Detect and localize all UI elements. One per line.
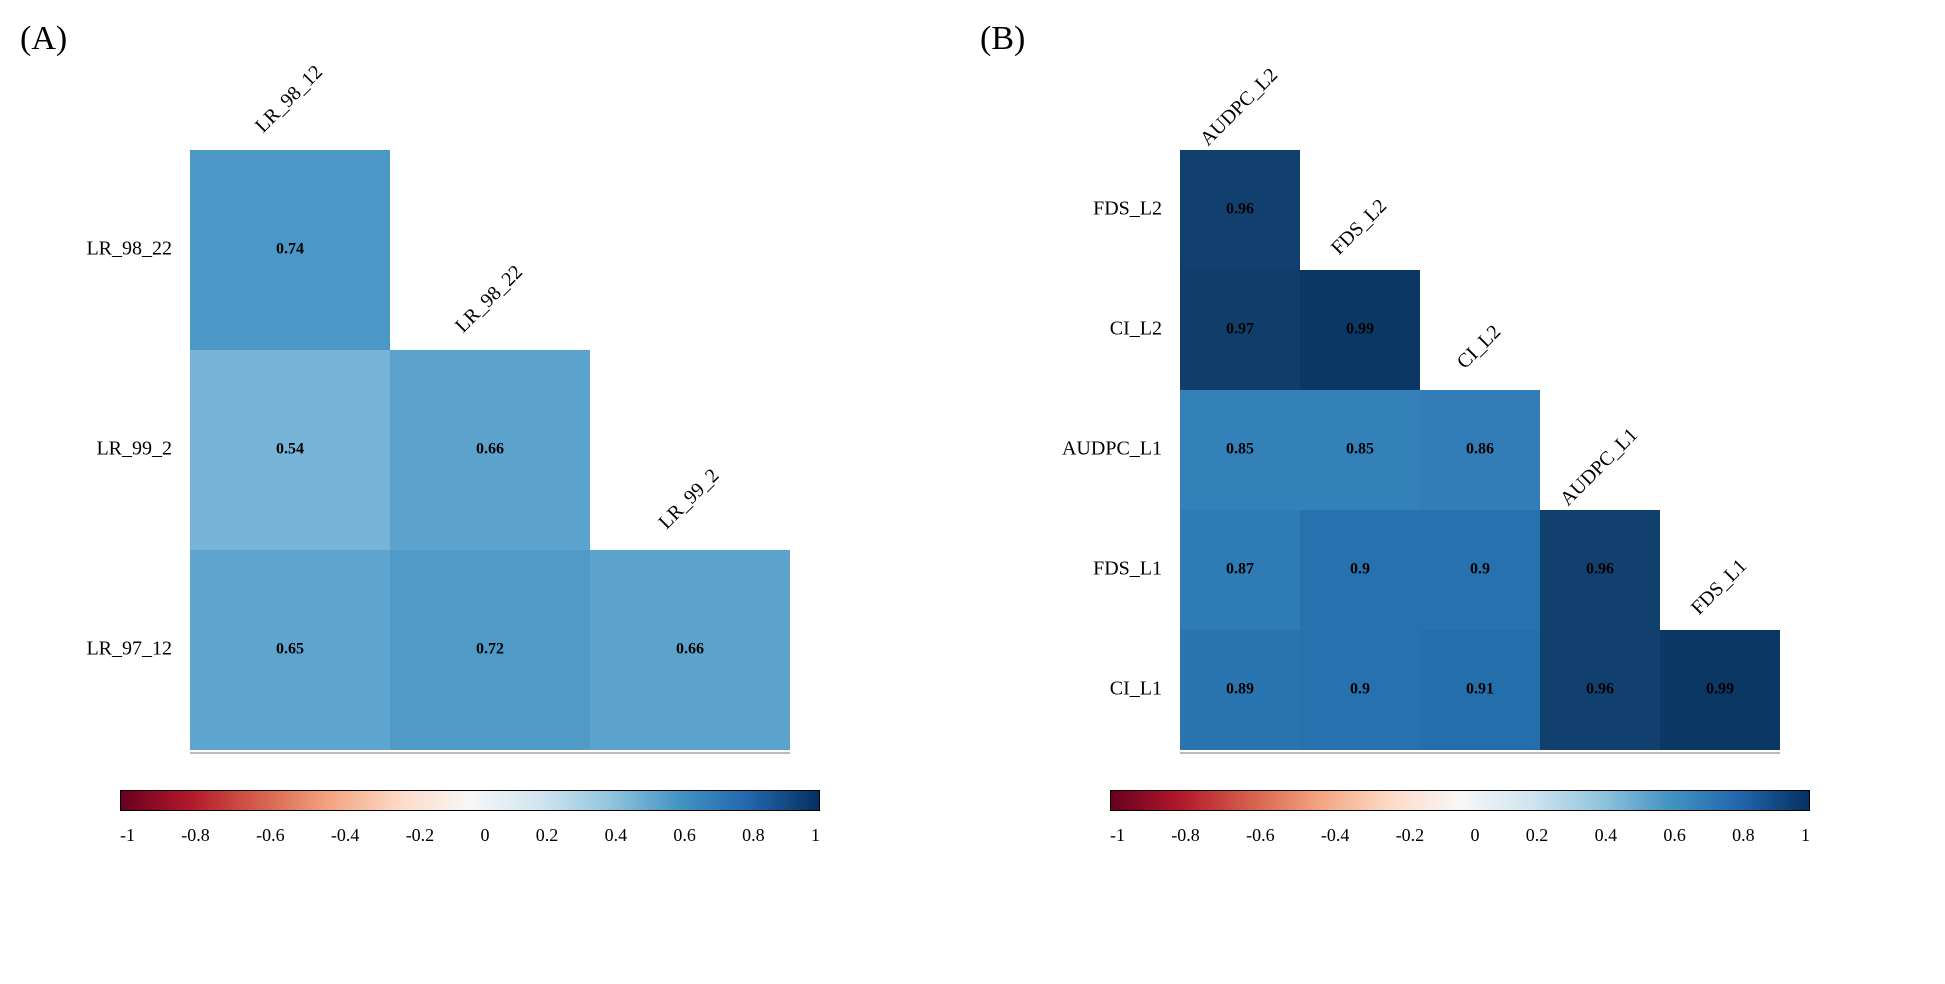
panel-b-colorbar-ticks: -1 -0.8 -0.6 -0.4 -0.2 0 0.2 0.4 0.6 0.8 1	[1110, 825, 1810, 846]
panel-b-label: (B)	[980, 20, 1025, 58]
colorbar-rect	[1111, 791, 1810, 811]
panel-b-heatmap: 0.96 0.97 0.99 0.85 0.85 0.86 0.87 0.9 0.9 0.96 0.…	[980, 20, 1940, 780]
colorbar-tick: 0.8	[742, 825, 765, 846]
heatmap-cell-value: 0.66	[476, 441, 504, 458]
colorbar-tick: -1	[120, 825, 135, 846]
row-label: LR_99_2	[96, 438, 172, 460]
colorbar-tick: -0.8	[1171, 825, 1200, 846]
panel-a-colorbar	[120, 790, 820, 812]
panel-b-colorbar-wrap: -1 -0.8 -0.6 -0.4 -0.2 0 0.2 0.4 0.6 0.8 1	[1110, 790, 1810, 846]
colorbar-tick: -0.8	[181, 825, 210, 846]
heatmap-cell-value: 0.66	[676, 641, 704, 658]
row-label: CI_L2	[1110, 318, 1162, 340]
row-label: FDS_L2	[1093, 198, 1162, 220]
panel-a-colorbar-ticks: -1 -0.8 -0.6 -0.4 -0.2 0 0.2 0.4 0.6 0.8 1	[120, 825, 820, 846]
diag-label-group: LR_98_12	[251, 61, 327, 137]
colorbar-tick: -0.2	[1396, 825, 1425, 846]
panel-b: (B) 0.96 0.97 0.99 0.85 0.85 0.86 0.87 0.9 0.9 0.…	[980, 20, 1940, 846]
colorbar-tick: -0.6	[1246, 825, 1275, 846]
colorbar-tick: 0.2	[536, 825, 559, 846]
diag-label-group: FDS_L1	[1687, 555, 1751, 619]
colorbar-tick: 1	[1801, 825, 1810, 846]
colorbar-tick: 0.2	[1526, 825, 1549, 846]
diag-label-group: AUDPC_L1	[1556, 424, 1642, 510]
heatmap-cell-value: 0.65	[276, 641, 304, 658]
heatmap-cell-value: 0.9	[1470, 561, 1490, 578]
heatmap-cell-value: 0.74	[276, 241, 304, 258]
heatmap-cell-value: 0.85	[1346, 441, 1374, 458]
heatmap-cell-value: 0.96	[1226, 201, 1254, 218]
diag-label: LR_98_22	[451, 261, 527, 337]
diag-label: FDS_L1	[1687, 555, 1751, 619]
panel-a: (A) 0.74 0.54 0.66 0.65 0.72 0.66 LR_98_22 LR_9…	[20, 20, 920, 846]
row-label: AUDPC_L1	[1062, 438, 1162, 460]
heatmap-cell-value: 0.99	[1346, 321, 1374, 338]
colorbar-tick: -0.4	[331, 825, 360, 846]
heatmap-cell-value: 0.54	[276, 441, 304, 458]
heatmap-cell-value: 0.91	[1466, 681, 1494, 698]
colorbar-tick: -0.2	[406, 825, 435, 846]
diag-label: CI_L2	[1453, 321, 1505, 373]
diag-label: AUDPC_L2	[1196, 64, 1282, 150]
heatmap-cell-value: 0.9	[1350, 681, 1370, 698]
row-label: FDS_L1	[1093, 558, 1162, 580]
colorbar-tick: 0.6	[1663, 825, 1686, 846]
heatmap-cell-value: 0.9	[1350, 561, 1370, 578]
row-label: CI_L1	[1110, 678, 1162, 700]
panel-b-colorbar	[1110, 790, 1810, 812]
diag-label: LR_99_2	[655, 465, 724, 534]
diag-label-group: LR_98_22	[451, 261, 527, 337]
diag-label: AUDPC_L1	[1556, 424, 1642, 510]
heatmap-cell-value: 0.97	[1226, 321, 1254, 338]
heatmap-cell-value: 0.89	[1226, 681, 1254, 698]
panel-a-heatmap: 0.74 0.54 0.66 0.65 0.72 0.66 LR_98_22 LR_99_2 L…	[20, 20, 920, 780]
colorbar-tick: 0.4	[605, 825, 628, 846]
colorbar-tick: 0	[1470, 825, 1479, 846]
diag-label-group: CI_L2	[1453, 321, 1505, 373]
diag-label-group: LR_99_2	[655, 465, 724, 534]
colorbar-tick: -0.4	[1321, 825, 1350, 846]
heatmap-cell-value: 0.87	[1226, 561, 1254, 578]
diag-label-group: AUDPC_L2	[1196, 64, 1282, 150]
heatmap-cell-value: 0.96	[1586, 681, 1614, 698]
row-label: LR_98_22	[86, 238, 172, 260]
heatmap-cell-value: 0.86	[1466, 441, 1494, 458]
panel-a-label: (A)	[20, 20, 67, 58]
colorbar-tick: 1	[811, 825, 820, 846]
colorbar-tick: -1	[1110, 825, 1125, 846]
panel-b-plot-wrap: 0.96 0.97 0.99 0.85 0.85 0.86 0.87 0.9 0.9 0.96 0.…	[980, 20, 1940, 846]
row-label: LR_97_12	[86, 638, 172, 660]
diag-label-group: FDS_L2	[1327, 195, 1391, 259]
heatmap-cell-value: 0.85	[1226, 441, 1254, 458]
colorbar-tick: -0.6	[256, 825, 285, 846]
diag-label: FDS_L2	[1327, 195, 1391, 259]
colorbar-tick: 0.6	[673, 825, 696, 846]
panel-a-colorbar-wrap: -1 -0.8 -0.6 -0.4 -0.2 0 0.2 0.4 0.6 0.8 1	[120, 790, 820, 846]
colorbar-tick: 0.4	[1595, 825, 1618, 846]
colorbar-tick: 0	[480, 825, 489, 846]
panel-a-plot-wrap: 0.74 0.54 0.66 0.65 0.72 0.66 LR_98_22 LR_99_2 L…	[20, 20, 920, 846]
heatmap-cell-value: 0.96	[1586, 561, 1614, 578]
heatmap-cell-value: 0.72	[476, 641, 504, 658]
colorbar-tick: 0.8	[1732, 825, 1755, 846]
heatmap-cell-value: 0.99	[1706, 681, 1734, 698]
diag-label: LR_98_12	[251, 61, 327, 137]
figure-row: (A) 0.74 0.54 0.66 0.65 0.72 0.66 LR_98_22 LR_9…	[20, 20, 1925, 846]
colorbar-rect	[121, 791, 820, 811]
